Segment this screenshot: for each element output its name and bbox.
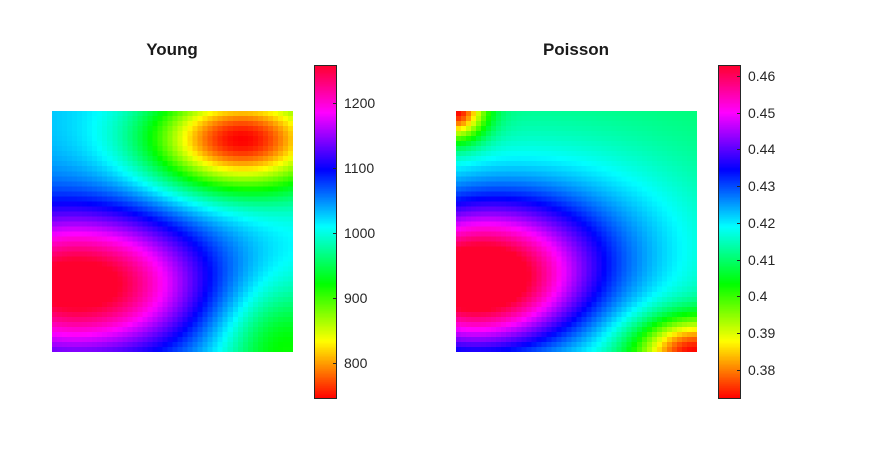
poisson-title: Poisson	[542, 40, 610, 59]
colorbar-tick-label: 0.44	[748, 141, 776, 157]
colorbar-tick-mark	[737, 296, 741, 297]
colorbar-tick-label: 0.41	[748, 252, 776, 268]
colorbar-tick-label: 0.42	[748, 215, 776, 231]
colorbar-tick-label: 0.4	[748, 288, 768, 304]
colorbar-tick-label: 0.46	[748, 68, 776, 84]
colorbar-tick-label: 1100	[344, 160, 375, 176]
colorbar-tick-label: 900	[344, 290, 368, 306]
poisson-heatmap	[456, 111, 697, 352]
colorbar-tick-mark	[737, 149, 741, 150]
young-heatmap	[52, 111, 293, 352]
poisson-colorbar	[718, 65, 740, 399]
colorbar-tick-label: 0.39	[748, 325, 776, 341]
colorbar-tick-label: 800	[344, 355, 368, 371]
colorbar-tick-mark	[737, 260, 741, 261]
colorbar-tick-mark	[737, 113, 741, 114]
colorbar-tick-mark	[737, 333, 741, 334]
colorbar-tick-mark	[737, 76, 741, 77]
colorbar-tick-label: 0.43	[748, 178, 776, 194]
colorbar-tick-label: 0.38	[748, 362, 776, 378]
young-title: Young	[146, 40, 198, 59]
colorbar-tick-mark	[737, 186, 741, 187]
colorbar-tick-mark	[333, 103, 337, 104]
colorbar-tick-mark	[737, 223, 741, 224]
colorbar-tick-mark	[333, 233, 337, 234]
colorbar-tick-label: 1000	[344, 225, 376, 241]
colorbar-tick-label: 1200	[344, 95, 376, 111]
colorbar-tick-mark	[333, 168, 337, 169]
colorbar-tick-label: 0.45	[748, 105, 776, 121]
colorbar-tick-mark	[333, 298, 337, 299]
colorbar-tick-mark	[737, 370, 741, 371]
young-colorbar	[314, 65, 336, 399]
colorbar-tick-mark	[333, 363, 337, 364]
